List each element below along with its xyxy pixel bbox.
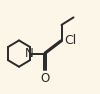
Text: N: N	[25, 47, 34, 60]
Text: Cl: Cl	[64, 34, 76, 47]
Text: O: O	[40, 72, 49, 85]
